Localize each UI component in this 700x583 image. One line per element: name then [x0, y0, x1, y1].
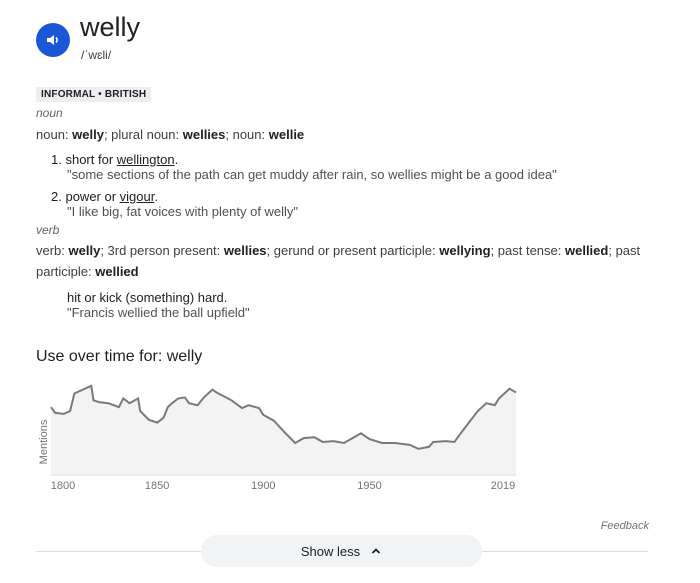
- part-of-speech-verb: verb: [36, 223, 60, 237]
- usage-area: [51, 385, 516, 475]
- volume-icon: [47, 35, 58, 45]
- inflection-label: ; 3rd person present:: [100, 243, 224, 258]
- sense-example: "I like big, fat voices with plenty of w…: [67, 204, 299, 219]
- sense-number: 1.: [51, 152, 62, 167]
- chart-title: Use over time for: welly: [36, 348, 203, 365]
- link-wellington[interactable]: wellington: [116, 152, 175, 167]
- pronunciation-play-button[interactable]: [36, 23, 70, 57]
- show-less-label: Show less: [300, 543, 361, 559]
- y-axis-label: Mentions: [38, 419, 50, 464]
- x-tick-label: 2019: [491, 480, 515, 492]
- inflection-form: welly: [72, 127, 104, 142]
- inflection-label: ; past tense:: [490, 243, 565, 258]
- show-less-button[interactable]: Show less: [201, 535, 482, 567]
- sense-text: power or: [65, 189, 120, 204]
- chevron-up-icon: [371, 548, 381, 554]
- inflection-label: ; noun:: [225, 127, 269, 142]
- sense-example: "some sections of the path can get muddy…: [67, 167, 557, 182]
- sense-punct: .: [174, 152, 179, 167]
- inflection-form: wellying: [439, 243, 491, 258]
- verb-sense: hit or kick (something) hard. "Francis w…: [67, 290, 250, 320]
- verb-forms-line2: participle: wellied: [36, 264, 139, 279]
- sense-1: 1. short for wellington. "some sections …: [51, 152, 557, 182]
- inflection-form: wellied: [95, 264, 139, 279]
- feedback-link[interactable]: Feedback: [600, 520, 649, 532]
- inflection-label: noun:: [36, 127, 73, 142]
- headword: welly: [80, 12, 141, 42]
- usage-chart: Mentions 1800 1850 1900 1950 2019: [38, 384, 517, 492]
- pronunciation: /ˈwɛli/: [81, 48, 112, 62]
- sense-2: 2. power or vigour. "I like big, fat voi…: [51, 189, 298, 219]
- inflection-label: ; past: [608, 243, 641, 258]
- sense-number: 2.: [51, 189, 62, 204]
- link-vigour[interactable]: vigour: [119, 189, 155, 204]
- inflection-label: participle:: [36, 264, 96, 279]
- inflection-label: ; plural noun:: [103, 127, 183, 142]
- inflection-form: wellies: [223, 243, 267, 258]
- sense-text: short for: [65, 152, 117, 167]
- register-label: INFORMAL • BRITISH: [36, 87, 152, 102]
- inflection-form: welly: [68, 243, 101, 258]
- inflection-form: wellied: [564, 243, 609, 258]
- inflection-form: wellies: [182, 127, 226, 142]
- verb-example: "Francis wellied the ball upfield": [67, 305, 250, 320]
- noun-forms: noun: welly; plural noun: wellies; noun:…: [36, 127, 304, 142]
- inflection-label: verb:: [36, 243, 69, 258]
- x-tick-label: 1800: [51, 480, 75, 492]
- x-tick-label: 1900: [251, 480, 275, 492]
- usage-line: [50, 384, 517, 450]
- x-tick-label: 1850: [145, 480, 169, 492]
- sense-punct: .: [154, 189, 158, 204]
- part-of-speech-noun: noun: [36, 106, 63, 120]
- inflection-form: wellie: [268, 127, 305, 142]
- verb-forms-line1: verb: welly; 3rd person present: wellies…: [36, 243, 640, 258]
- verb-definition: hit or kick (something) hard.: [67, 290, 228, 305]
- x-tick-label: 1950: [357, 480, 381, 492]
- inflection-label: ; gerund or present participle:: [266, 243, 440, 258]
